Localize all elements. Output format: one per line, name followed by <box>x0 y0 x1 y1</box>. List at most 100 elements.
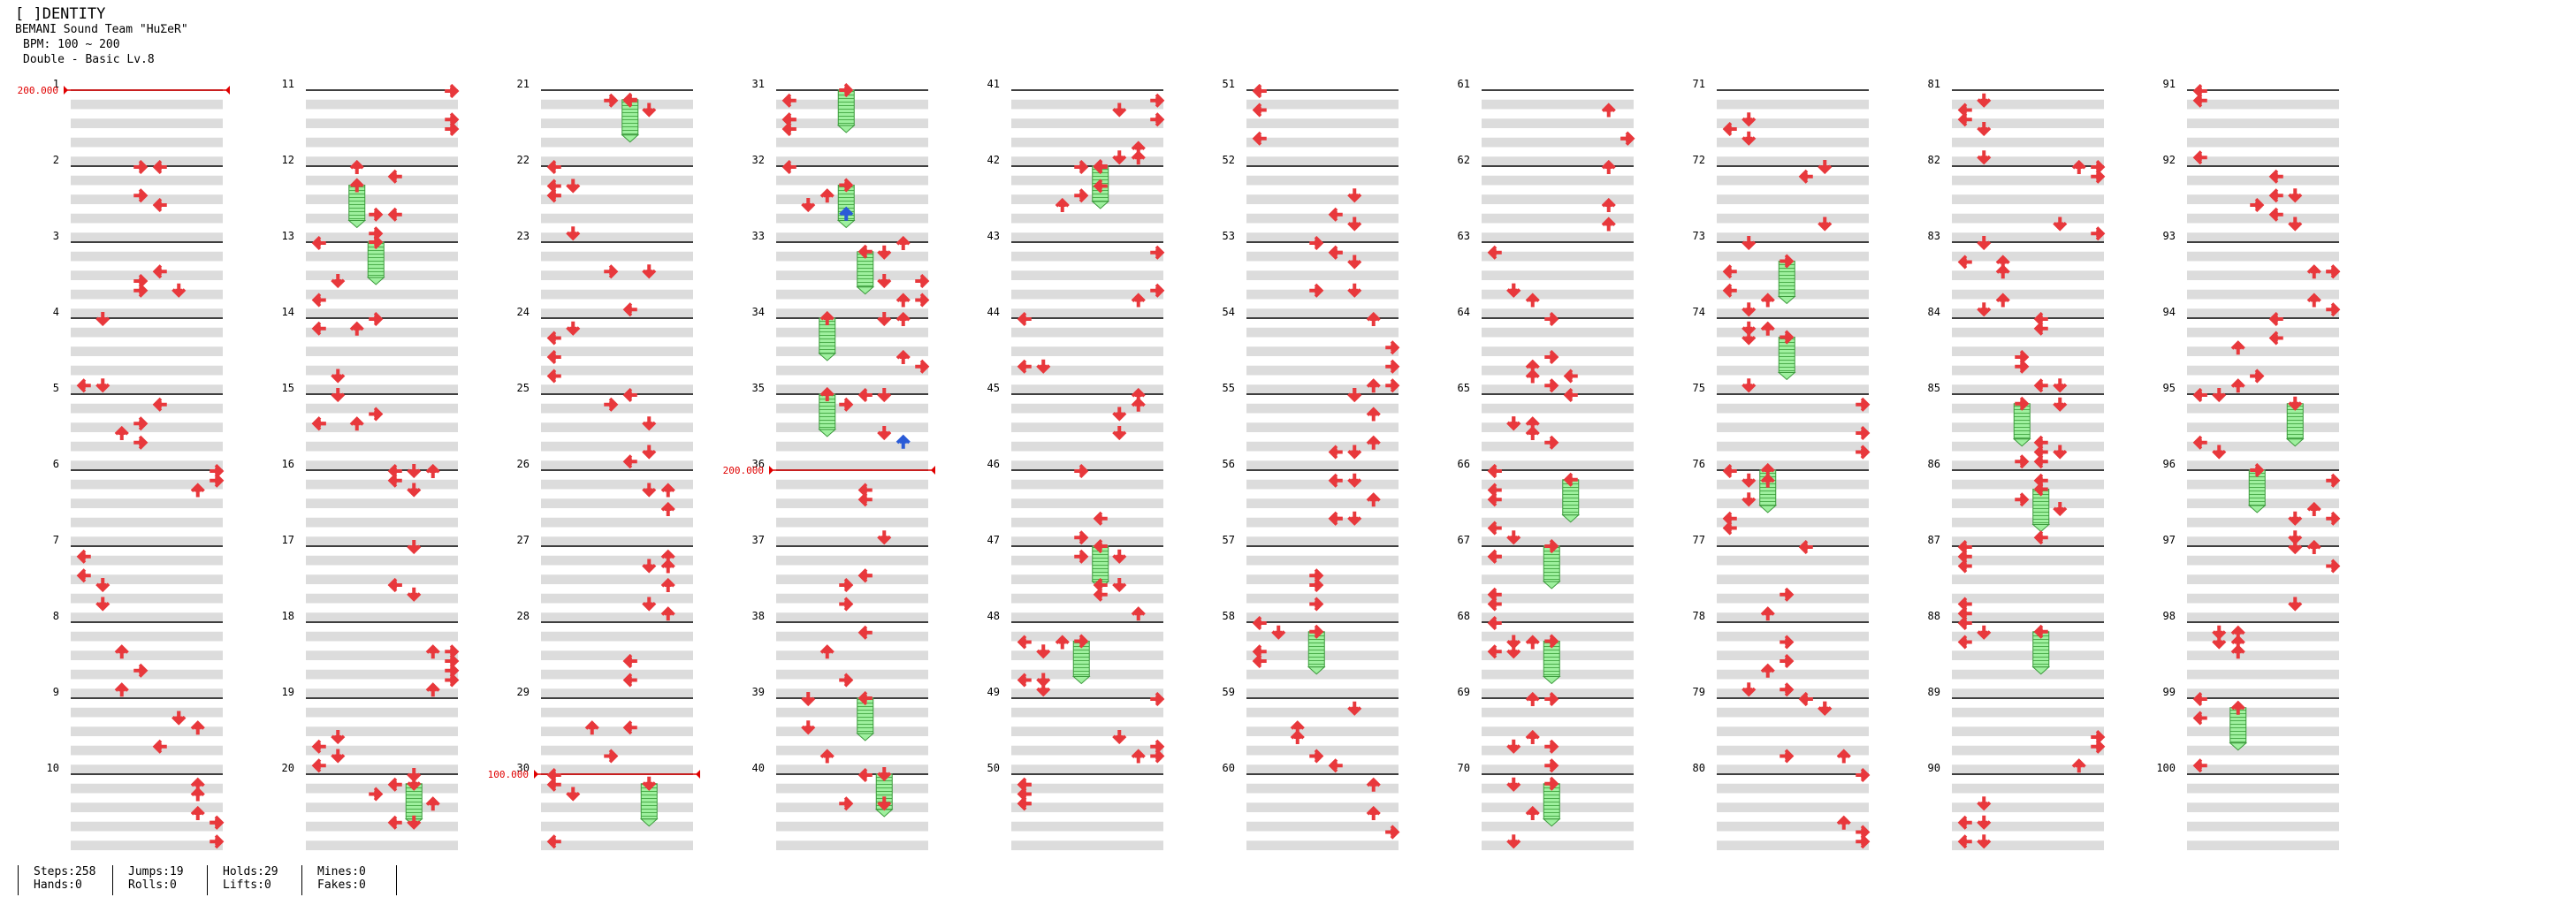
step-arrow <box>1856 445 1871 460</box>
step-arrow <box>2288 217 2303 232</box>
measure: 27 <box>517 534 693 622</box>
measure-number: 88 <box>1928 610 1940 622</box>
measure: 24 <box>517 306 693 394</box>
step-arrow <box>1347 388 1362 402</box>
measure-number: 80 <box>1693 762 1705 774</box>
measure: 9 <box>53 686 223 774</box>
step-arrow <box>622 720 637 735</box>
step-arrow <box>1798 169 1813 184</box>
step-arrow <box>1055 198 1070 212</box>
step-arrow <box>1252 131 1267 146</box>
step-arrow <box>210 834 225 849</box>
step-arrow <box>1957 616 1972 630</box>
step-arrow <box>210 473 225 488</box>
step-arrow <box>311 758 326 773</box>
bpm-change-marker: 200.000 <box>18 85 230 96</box>
step-arrow <box>2288 511 2303 526</box>
measure-number: 90 <box>1928 762 1940 774</box>
step-arrow <box>1760 473 1775 488</box>
measure-number: 55 <box>1223 382 1235 394</box>
step-arrow <box>133 188 149 203</box>
step-arrow <box>1347 255 1362 270</box>
step-arrow <box>584 720 599 735</box>
measure-number: 21 <box>517 78 530 90</box>
stat-holds-lifts: Holds:29 Lifts:0 <box>207 865 278 895</box>
stat-steps: Steps:258 <box>34 865 96 878</box>
step-arrow <box>2326 302 2341 317</box>
measure: 11 <box>282 78 458 166</box>
measure-number: 50 <box>987 762 1000 774</box>
step-arrow <box>2212 635 2227 650</box>
step-arrow <box>1741 492 1757 507</box>
step-arrow <box>2091 169 2106 184</box>
step-arrow <box>1818 217 1833 232</box>
step-arrow <box>896 236 911 250</box>
step-arrow <box>1017 673 1032 688</box>
step-arrow <box>1309 578 1324 592</box>
step-arrow <box>1563 369 1578 384</box>
measure-number: 60 <box>1223 762 1235 774</box>
step-arrow <box>311 293 326 308</box>
step-arrow <box>1836 749 1851 764</box>
step-arrow <box>2250 463 2265 477</box>
step-arrow <box>1722 122 1737 136</box>
measure: 77 <box>1693 534 1869 622</box>
measure: 19 <box>282 686 458 774</box>
measure-number: 27 <box>517 534 530 546</box>
step-arrow <box>915 359 930 374</box>
measure-number: 46 <box>987 458 1000 470</box>
step-arrow <box>387 815 402 830</box>
step-arrow <box>133 416 149 431</box>
measure-number: 62 <box>1458 154 1470 166</box>
measure-number: 78 <box>1693 610 1705 622</box>
measure-number: 76 <box>1693 458 1705 470</box>
step-arrow <box>95 378 111 393</box>
measure-number: 56 <box>1223 458 1235 470</box>
step-arrow <box>546 160 561 174</box>
step-arrow <box>152 160 167 174</box>
step-arrow <box>819 311 835 325</box>
step-arrow <box>857 244 873 259</box>
step-arrow <box>2015 396 2030 411</box>
step-arrow <box>1347 701 1362 716</box>
step-arrow <box>1328 207 1343 222</box>
step-arrow <box>1544 350 1559 364</box>
step-arrow <box>425 682 440 697</box>
step-arrow <box>1525 416 1540 431</box>
step-arrow <box>1506 834 1521 849</box>
step-arrow <box>2053 397 2068 412</box>
step-arrow <box>331 274 346 288</box>
measure: 86 <box>1928 458 2104 546</box>
measure: 80 <box>1693 762 1869 850</box>
step-arrow <box>819 749 835 764</box>
step-arrow <box>622 388 637 402</box>
hold-note <box>874 773 894 818</box>
step-arrow <box>546 369 561 384</box>
step-arrow <box>425 464 440 478</box>
step-arrow <box>1487 483 1502 498</box>
measure-number: 69 <box>1458 686 1470 698</box>
step-arrow <box>1957 635 1972 650</box>
measure-number: 36 <box>752 458 765 470</box>
step-arrow <box>1977 122 1992 136</box>
step-arrow <box>642 483 657 498</box>
step-arrow <box>331 369 346 384</box>
measure-number: 98 <box>2163 610 2176 622</box>
step-arrow <box>2268 207 2283 222</box>
step-arrow <box>2091 739 2106 754</box>
measure: 56 <box>1223 458 1399 546</box>
step-arrow <box>1544 312 1559 326</box>
step-arrow <box>2250 369 2265 384</box>
step-arrow <box>387 777 402 792</box>
step-arrow <box>1347 511 1362 526</box>
measure-number: 28 <box>517 610 530 622</box>
step-arrow <box>445 84 460 98</box>
step-arrow <box>2192 388 2207 402</box>
step-arrow <box>2192 435 2207 450</box>
stat-holds: Holds:29 <box>223 865 278 878</box>
step-arrow <box>369 407 384 422</box>
measure-number: 30 <box>517 762 530 774</box>
measure-number: 23 <box>517 230 530 242</box>
step-arrow <box>369 235 384 249</box>
step-arrow <box>1309 749 1324 764</box>
